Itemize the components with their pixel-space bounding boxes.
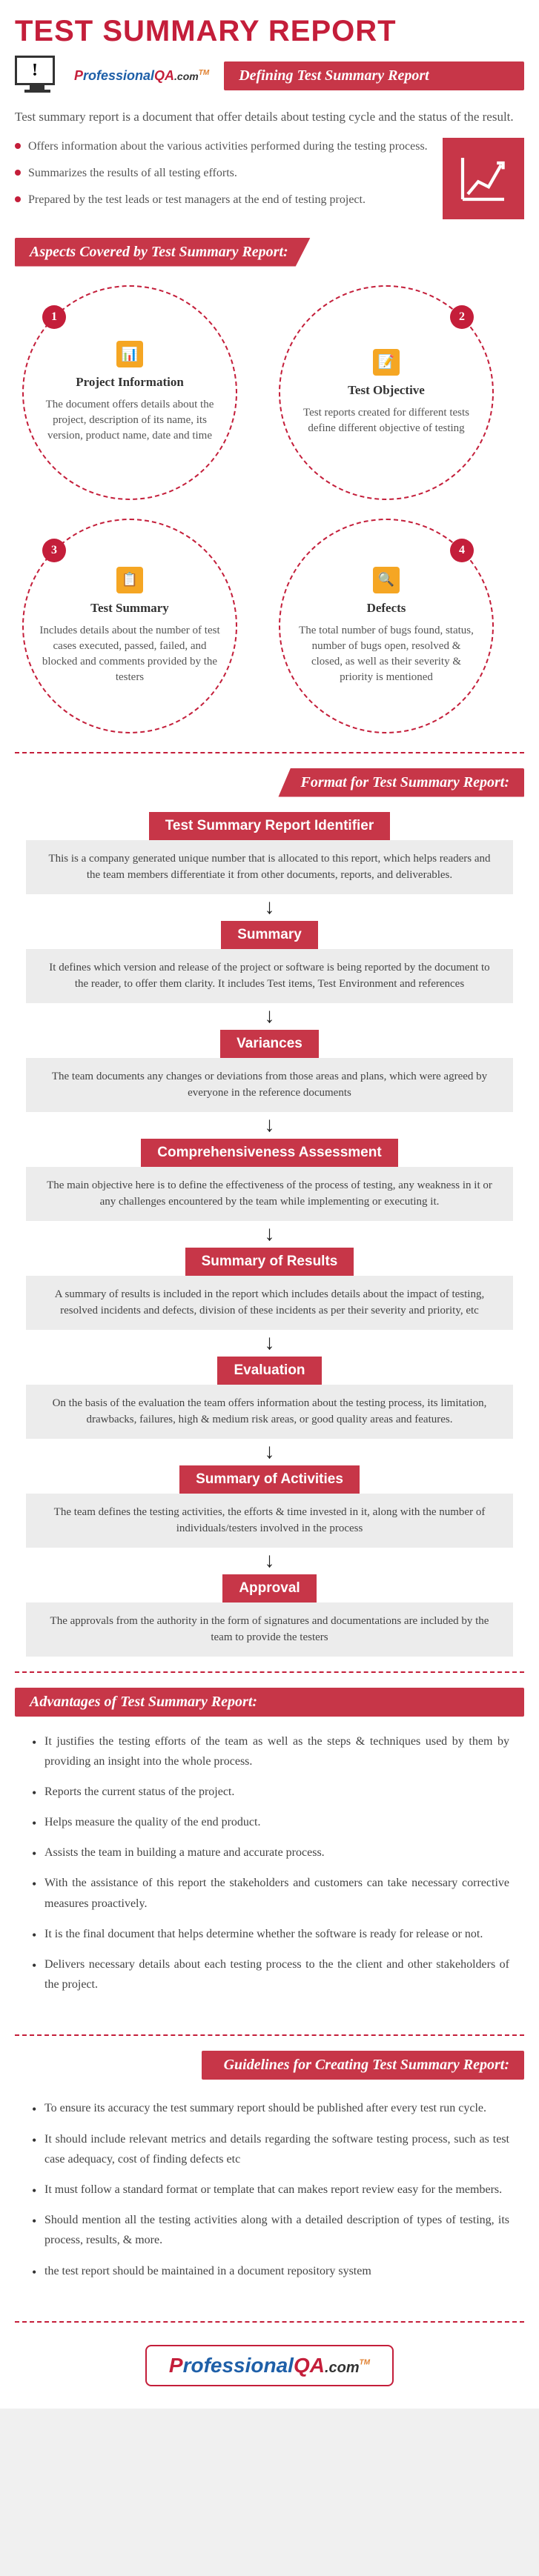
brand-logo: ProfessionalQA.comTM [74, 68, 209, 84]
advantages-list: It justifies the testing efforts of the … [15, 1724, 524, 2020]
aspect-item: 3 📋 Test Summary Includes details about … [22, 519, 237, 733]
aspect-desc: The document offers details about the pr… [39, 397, 221, 444]
format-step-desc: The main objective here is to define the… [26, 1167, 513, 1221]
aspect-item: 4 🔍 Defects The total number of bugs fou… [279, 519, 494, 733]
aspect-item: 2 📝 Test Objective Test reports created … [279, 285, 494, 500]
list-item: It justifies the testing efforts of the … [30, 1731, 509, 1771]
list-item: It must follow a standard format or temp… [30, 2180, 509, 2200]
aspect-title: Test Objective [348, 383, 425, 398]
list-item: It should include relevant metrics and d… [30, 2129, 509, 2169]
aspect-item: 1 📊 Project Information The document off… [22, 285, 237, 500]
divider [15, 2034, 524, 2036]
aspect-number: 3 [42, 539, 66, 562]
aspect-number: 1 [42, 305, 66, 329]
divider [15, 752, 524, 753]
aspect-number: 2 [450, 305, 474, 329]
aspect-title: Defects [367, 601, 406, 616]
list-item: With the assistance of this report the s… [30, 1873, 509, 1913]
chart-icon [443, 138, 524, 219]
list-item: Reports the current status of the projec… [30, 1782, 509, 1802]
header-logo-row: ! ProfessionalQA.comTM Defining Test Sum… [15, 56, 524, 96]
format-step-label: Summary of Results [185, 1248, 354, 1276]
format-step-desc: It defines which version and release of … [26, 949, 513, 1003]
arrow-icon: ↓ [15, 1442, 524, 1462]
arrow-icon: ↓ [15, 1551, 524, 1571]
aspects-banner: Aspects Covered by Test Summary Report: [15, 238, 311, 267]
bullet-icon [15, 143, 21, 149]
list-item: Assists the team in building a mature an… [30, 1843, 509, 1863]
arrow-icon: ↓ [15, 1224, 524, 1245]
aspect-desc: The total number of bugs found, status, … [295, 623, 477, 685]
bullet-text: Prepared by the test leads or test manag… [28, 191, 366, 209]
aspect-title: Project Information [76, 375, 184, 390]
divider [15, 2321, 524, 2323]
list-item: Delivers necessary details about each te… [30, 1954, 509, 1994]
format-step-label: Summary of Activities [179, 1465, 360, 1494]
guidelines-banner: Guidelines for Creating Test Summary Rep… [202, 2051, 524, 2080]
format-step-label: Summary [221, 921, 318, 949]
format-banner: Format for Test Summary Report: [278, 768, 524, 797]
format-step-label: Approval [222, 1574, 316, 1602]
aspect-title: Test Summary [90, 601, 169, 616]
defining-bullets: Offers information about the various act… [15, 138, 428, 218]
arrow-icon: ↓ [15, 897, 524, 918]
format-step-desc: The team documents any changes or deviat… [26, 1058, 513, 1112]
bullet-text: Summarizes the results of all testing ef… [28, 164, 237, 182]
objective-icon: 📝 [373, 349, 400, 376]
bullet-icon [15, 170, 21, 176]
bullet-icon [15, 196, 21, 202]
project-icon: 📊 [116, 341, 143, 367]
aspect-desc: Test reports created for different tests… [295, 405, 477, 436]
arrow-icon: ↓ [15, 1333, 524, 1354]
list-item: Should mention all the testing activitie… [30, 2210, 509, 2250]
divider [15, 1671, 524, 1673]
format-step-desc: On the basis of the evaluation the team … [26, 1385, 513, 1439]
main-title: TEST SUMMARY REPORT [15, 15, 524, 48]
list-item: It is the final document that helps dete… [30, 1924, 509, 1944]
aspects-grid: 1 📊 Project Information The document off… [22, 285, 517, 733]
arrow-icon: ↓ [15, 1006, 524, 1027]
footer-logo: ProfessionalQA.comTM [145, 2345, 394, 2386]
format-step-desc: The team defines the testing activities,… [26, 1494, 513, 1548]
advantages-banner: Advantages of Test Summary Report: [15, 1688, 524, 1717]
defining-banner: Defining Test Summary Report [224, 61, 524, 90]
summary-icon: 📋 [116, 567, 143, 593]
list-item: the test report should be maintained in … [30, 2261, 509, 2281]
format-step-label: Evaluation [217, 1357, 321, 1385]
format-step-label: Test Summary Report Identifier [149, 812, 391, 840]
arrow-icon: ↓ [15, 1115, 524, 1136]
list-item: Helps measure the quality of the end pro… [30, 1812, 509, 1832]
aspect-number: 4 [450, 539, 474, 562]
format-step-label: Comprehensiveness Assessment [141, 1139, 397, 1167]
bullet-text: Offers information about the various act… [28, 138, 428, 156]
defects-icon: 🔍 [373, 567, 400, 593]
format-step-label: Variances [220, 1030, 319, 1058]
aspect-desc: Includes details about the number of tes… [39, 623, 221, 685]
list-item: To ensure its accuracy the test summary … [30, 2098, 509, 2118]
monitor-icon: ! [15, 56, 59, 96]
format-step-desc: This is a company generated unique numbe… [26, 840, 513, 894]
guidelines-list: To ensure its accuracy the test summary … [15, 2091, 524, 2306]
format-flow: Test Summary Report IdentifierThis is a … [15, 812, 524, 1657]
format-step-desc: A summary of results is included in the … [26, 1276, 513, 1330]
intro-text: Test summary report is a document that o… [15, 107, 524, 127]
format-step-desc: The approvals from the authority in the … [26, 1602, 513, 1657]
